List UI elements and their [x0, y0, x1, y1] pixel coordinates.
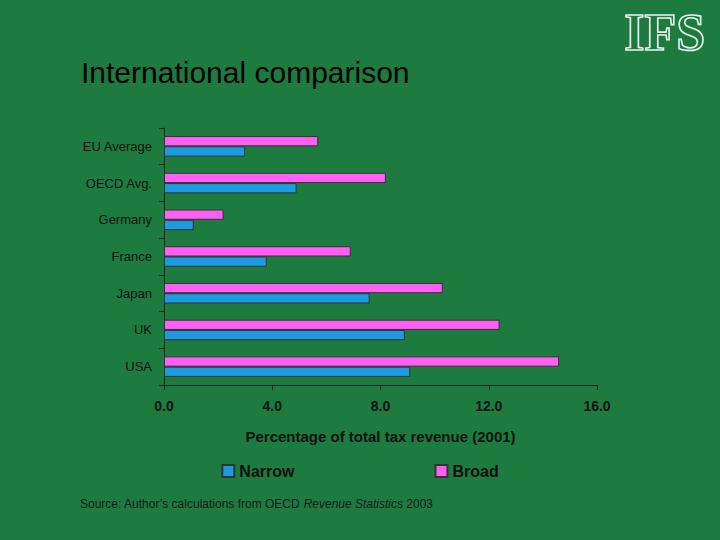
svg-text:8.0: 8.0	[371, 398, 391, 414]
svg-text:16.0: 16.0	[583, 398, 610, 414]
svg-text:Japan: Japan	[117, 286, 152, 301]
svg-text:Broad: Broad	[452, 463, 498, 480]
svg-text:UK: UK	[134, 322, 152, 337]
svg-text:International comparison: International comparison	[81, 56, 410, 89]
svg-text:Revenue Statistics: Revenue Statistics	[304, 497, 403, 511]
svg-text:OECD Avg.: OECD Avg.	[86, 176, 152, 191]
svg-text:Percentage of total tax revenu: Percentage of total tax revenue (2001)	[245, 428, 515, 445]
svg-text:0.0: 0.0	[154, 398, 174, 414]
svg-text:USA: USA	[125, 359, 152, 374]
svg-text:EU Average: EU Average	[83, 139, 152, 154]
svg-text:12.0: 12.0	[475, 398, 502, 414]
svg-text:IFS: IFS	[624, 4, 705, 61]
svg-text:Narrow: Narrow	[239, 463, 295, 480]
svg-text:Germany: Germany	[99, 212, 153, 227]
svg-text:4.0: 4.0	[263, 398, 283, 414]
svg-text:Source: Author’s calculations: Source: Author’s calculations from OECD	[80, 497, 303, 511]
svg-text:2003: 2003	[403, 497, 433, 511]
svg-text:France: France	[112, 249, 152, 264]
